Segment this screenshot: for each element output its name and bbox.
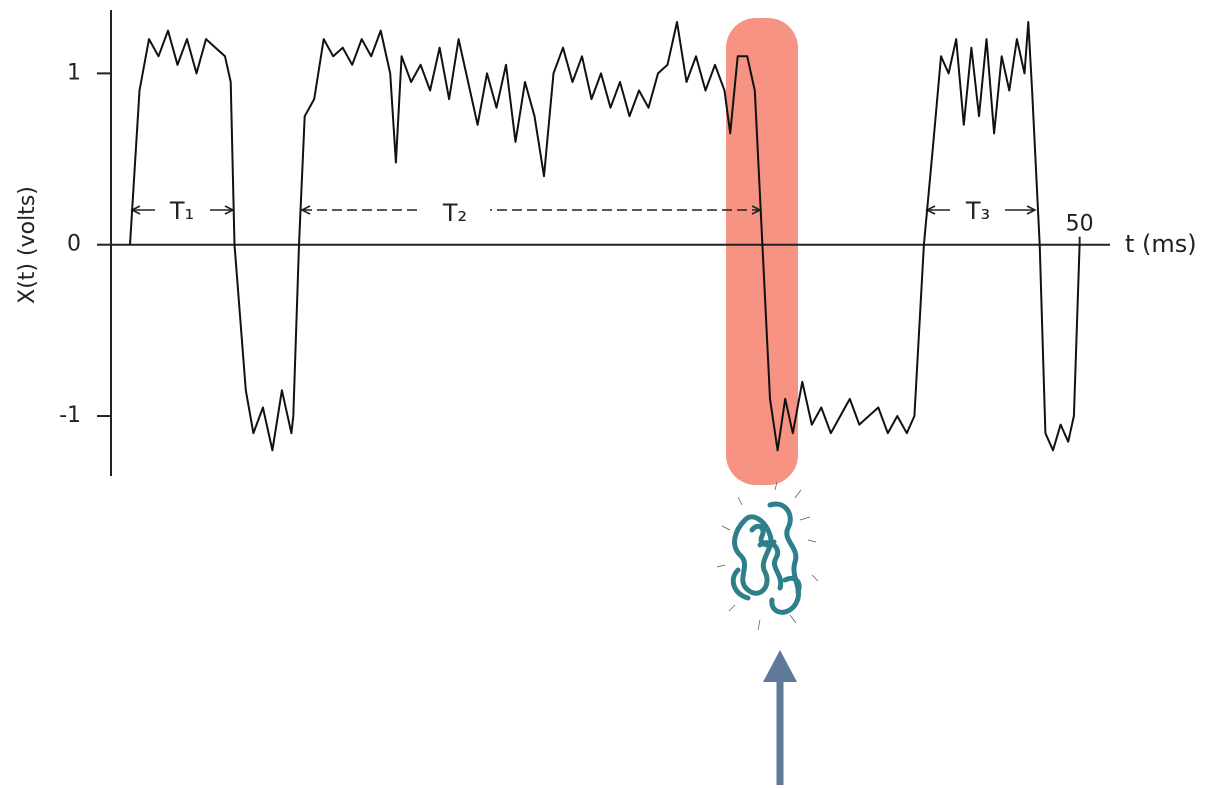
x-tick-label: 50 [1066,212,1094,237]
y-tick-label: -1 [59,403,81,428]
annotation: T₁ [169,197,194,225]
protein [730,501,802,615]
label-bg [420,196,490,224]
protein-sidechains [716,481,819,631]
annotation: T₃ [965,197,990,225]
x-axis-label: t (ms) [1125,230,1197,258]
label-bg [155,196,210,224]
arrow-head [763,650,797,682]
signal-trace [129,21,1081,452]
y-tick-label: 0 [67,232,81,257]
interval-arrows [130,205,1037,215]
label-bg [950,196,1005,224]
annotation: T₂ [442,199,467,227]
y-axis-label: X(t) (volts) [15,186,40,304]
y-tick-label: 1 [67,60,81,85]
